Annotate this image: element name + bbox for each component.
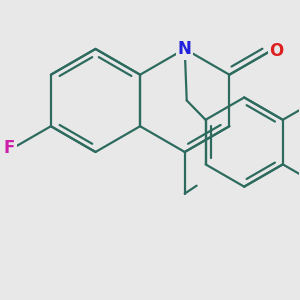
Text: F: F [4, 139, 15, 157]
Text: N: N [178, 40, 192, 58]
Text: O: O [269, 42, 284, 60]
